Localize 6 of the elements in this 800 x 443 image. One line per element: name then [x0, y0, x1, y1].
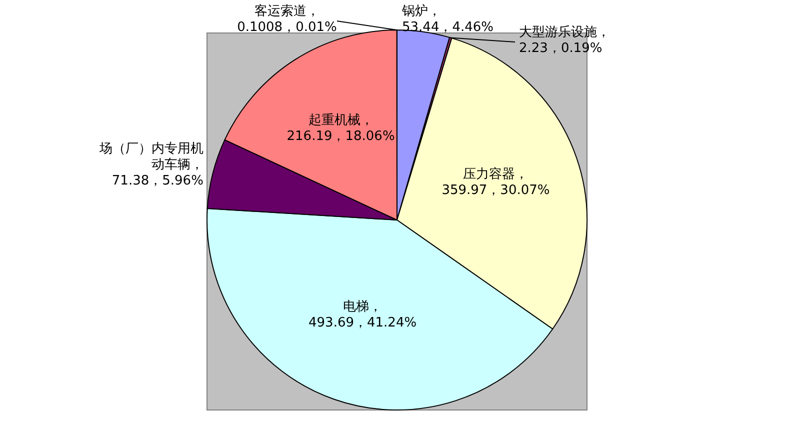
slice-label: 起重机械，216.19，18.06% — [286, 112, 395, 144]
slice-label: 客运索道，0.1008，0.01% — [237, 3, 337, 35]
slice-label: 电梯，493.69，41.24% — [308, 300, 417, 331]
slice-label: 大型游乐设施，2.23，0.19% — [519, 25, 610, 56]
slice-label: 场（厂）内专用机动车辆，71.38，5.96% — [98, 141, 204, 188]
slice-label: 压力容器，359.97，30.07% — [442, 166, 550, 198]
